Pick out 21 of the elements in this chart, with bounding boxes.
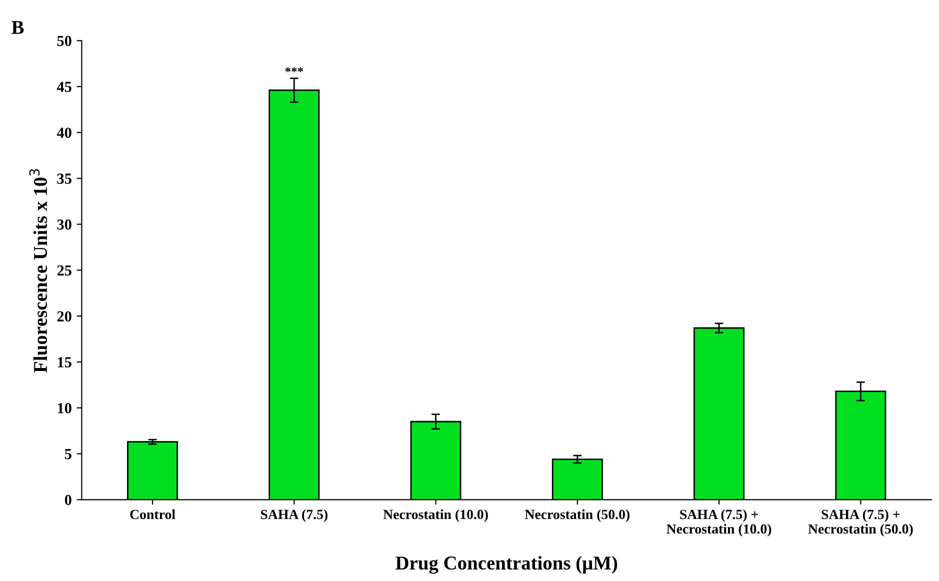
y-tick-label: 30 (57, 219, 72, 230)
chart-title: B (12, 21, 24, 34)
x-tick-label: Necrostatin (50.0) (524, 509, 630, 522)
y-tick-label: 0 (64, 494, 72, 506)
y-tick-label: 10 (58, 403, 72, 414)
y-axis-title: Fluorescence Units x 10$^{3}$ (29, 169, 48, 373)
x-tick-label: Necrostatin (10.0) (383, 509, 488, 522)
y-tick-label: 15 (58, 357, 72, 368)
y-tick-label: 40 (56, 128, 72, 138)
x-tick-label: SAHA (7.5) (260, 509, 328, 522)
y-tick-label: 5 (64, 449, 72, 460)
x-axis-title: Drug Concentrations (μM) (396, 556, 618, 574)
y-tick-label: 20 (57, 311, 72, 322)
y-tick-label: 45 (56, 82, 72, 92)
y-tick-label: 35 (57, 174, 72, 184)
y-tick-label: 25 (57, 265, 72, 276)
y-tick-label: 50 (57, 36, 72, 46)
x-tick-label: SAHA (7.5) + Necrostatin (10.0) (666, 509, 772, 536)
x-tick-label: SAHA (7.5) + Necrostatin (50.0) (808, 509, 913, 536)
annotation: *** (285, 67, 303, 72)
x-tick-label: Control (130, 509, 176, 520)
